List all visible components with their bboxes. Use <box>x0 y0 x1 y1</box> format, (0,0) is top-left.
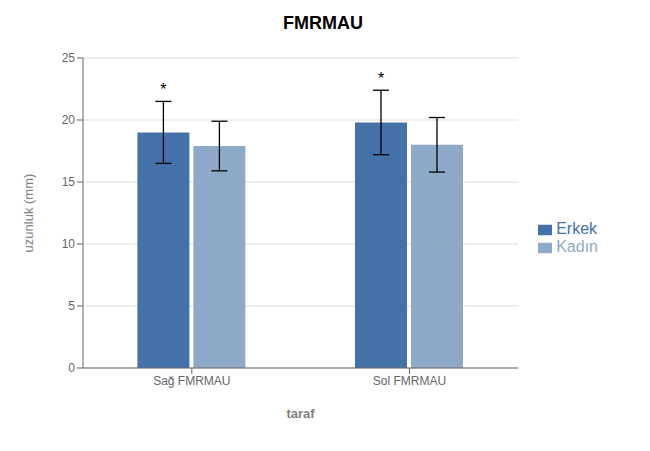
svg-text:10: 10 <box>62 237 76 251</box>
svg-text:Sağ FMRMAU: Sağ FMRMAU <box>153 374 230 388</box>
html-text:Erkek: Erkek <box>556 220 598 237</box>
svg-text:0: 0 <box>68 361 75 375</box>
svg-text:uzunluk (mm): uzunluk (mm) <box>21 174 36 253</box>
svg-text:20: 20 <box>62 113 76 127</box>
html-text:Kadın: Kadın <box>556 238 598 255</box>
html-text:FMRMAU: FMRMAU <box>283 13 363 33</box>
svg-text:*: * <box>378 70 384 87</box>
svg-text:15: 15 <box>62 175 76 189</box>
svg-text:5: 5 <box>68 299 75 313</box>
svg-text:taraf: taraf <box>287 406 316 421</box>
svg-text:25: 25 <box>62 51 76 65</box>
svg-text:Sol FMRMAU: Sol FMRMAU <box>373 374 446 388</box>
svg-text:*: * <box>160 81 166 98</box>
